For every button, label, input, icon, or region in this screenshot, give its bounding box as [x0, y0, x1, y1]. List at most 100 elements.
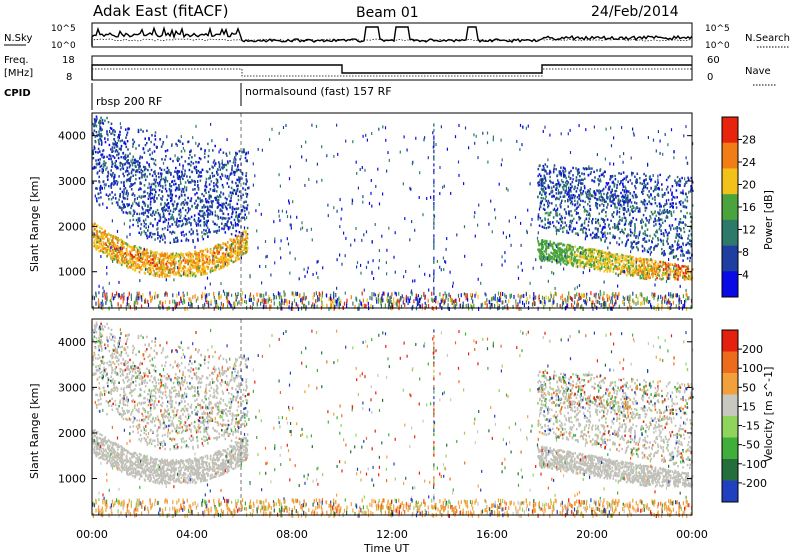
- scatter-cell: [232, 226, 234, 230]
- scatter-cell: [674, 196, 676, 199]
- scatter-cell: [125, 262, 128, 266]
- scatter-cell: [216, 180, 219, 184]
- scatter-cell: [581, 182, 583, 185]
- scatter-cell: [600, 190, 602, 193]
- scatter-cell: [666, 237, 668, 241]
- scatter-cell: [657, 237, 659, 240]
- scatter-cell: [139, 155, 142, 158]
- scatter-cell: [648, 274, 651, 278]
- scatter-cell: [129, 185, 131, 188]
- scatter-cell: [202, 259, 204, 262]
- scatter-cell: [210, 180, 213, 183]
- scatter-cell: [240, 216, 243, 220]
- scatter-cell: [172, 267, 175, 270]
- scatter-cell: [546, 211, 548, 215]
- scatter-cell: [191, 156, 193, 159]
- scatter-cell: [204, 268, 206, 271]
- scatter-cell: [115, 149, 118, 152]
- scatter-cell: [570, 258, 573, 261]
- scatter-cell: [540, 196, 543, 200]
- scatter-cell: [209, 267, 212, 270]
- scatter-cell: [121, 139, 123, 142]
- scatter-cell: [596, 153, 598, 157]
- scatter-cell: [580, 178, 583, 181]
- scatter-cell: [193, 202, 196, 205]
- scatter-cell: [672, 195, 674, 199]
- scatter-cell: [597, 218, 599, 222]
- scatter-cell: [667, 272, 669, 275]
- scatter-cell: [208, 194, 211, 197]
- scatter-cell: [209, 269, 212, 272]
- scatter-cell: [237, 164, 239, 167]
- scatter-cell: [654, 185, 657, 188]
- scatter-cell: [175, 223, 178, 226]
- scatter-cell: [680, 227, 682, 231]
- scatter-cell: [671, 193, 673, 196]
- scatter-cell: [611, 213, 614, 216]
- scatter-cell: [665, 178, 668, 182]
- scatter-cell: [655, 268, 658, 271]
- scatter-cell: [137, 263, 139, 266]
- scatter-cell: [120, 206, 122, 210]
- scatter-cell: [612, 215, 615, 219]
- scatter-cell: [138, 212, 141, 216]
- scatter-cell: [98, 169, 101, 172]
- scatter-cell: [146, 256, 149, 259]
- scatter-cell: [671, 224, 674, 227]
- scatter-cell: [99, 135, 102, 138]
- scatter-cell: [105, 235, 108, 238]
- scatter-cell: [148, 138, 150, 141]
- scatter-cell: [162, 215, 164, 218]
- scatter-cell: [129, 261, 131, 264]
- scatter-cell: [94, 235, 97, 239]
- scatter-cell: [627, 194, 629, 197]
- scatter-cell: [548, 213, 551, 216]
- scatter-cell: [234, 171, 237, 174]
- scatter-cell: [572, 174, 574, 177]
- scatter-cell: [625, 187, 627, 190]
- scatter-cell: [555, 228, 558, 231]
- scatter-cell: [138, 231, 140, 234]
- scatter-cell: [149, 197, 152, 200]
- scatter-cell: [599, 199, 602, 202]
- scatter-cell: [200, 175, 203, 178]
- scatter-cell: [133, 210, 136, 213]
- scatter-cell: [156, 274, 159, 277]
- scatter-cell: [160, 265, 163, 268]
- scatter-cell: [144, 266, 147, 269]
- scatter-cell: [177, 156, 179, 159]
- scatter-cell: [610, 204, 612, 207]
- scatter-cell: [564, 200, 566, 203]
- scatter-cell: [681, 221, 683, 224]
- scatter-cell: [93, 145, 96, 148]
- scatter-cell: [113, 183, 115, 186]
- scatter-cell: [177, 219, 180, 223]
- scatter-cell: [629, 266, 632, 269]
- scatter-cell: [552, 247, 554, 250]
- scatter-cell: [667, 191, 670, 194]
- scatter-cell: [571, 200, 573, 203]
- scatter-cell: [670, 250, 673, 254]
- scatter-cell: [156, 221, 159, 225]
- scatter-cell: [561, 186, 564, 189]
- scatter-cell: [565, 256, 568, 259]
- scatter-cell: [663, 262, 665, 265]
- scatter-cell: [117, 203, 119, 207]
- scatter-cell: [237, 234, 240, 238]
- scatter-cell: [604, 263, 606, 266]
- scatter-cell: [233, 189, 236, 192]
- scatter-cell: [622, 183, 624, 186]
- scatter-cell: [156, 223, 158, 227]
- scatter-cell: [201, 200, 204, 203]
- scatter-cell: [116, 183, 118, 186]
- scatter-cell: [244, 252, 246, 255]
- scatter-cell: [541, 255, 544, 259]
- scatter-cell: [153, 150, 156, 153]
- scatter-cell: [568, 175, 570, 178]
- scatter-cell: [557, 192, 560, 195]
- scatter-cell: [211, 165, 213, 168]
- scatter-cell: [107, 232, 110, 235]
- scatter-cell: [234, 246, 236, 249]
- scatter-cell: [563, 250, 566, 253]
- scatter-cell: [236, 240, 239, 244]
